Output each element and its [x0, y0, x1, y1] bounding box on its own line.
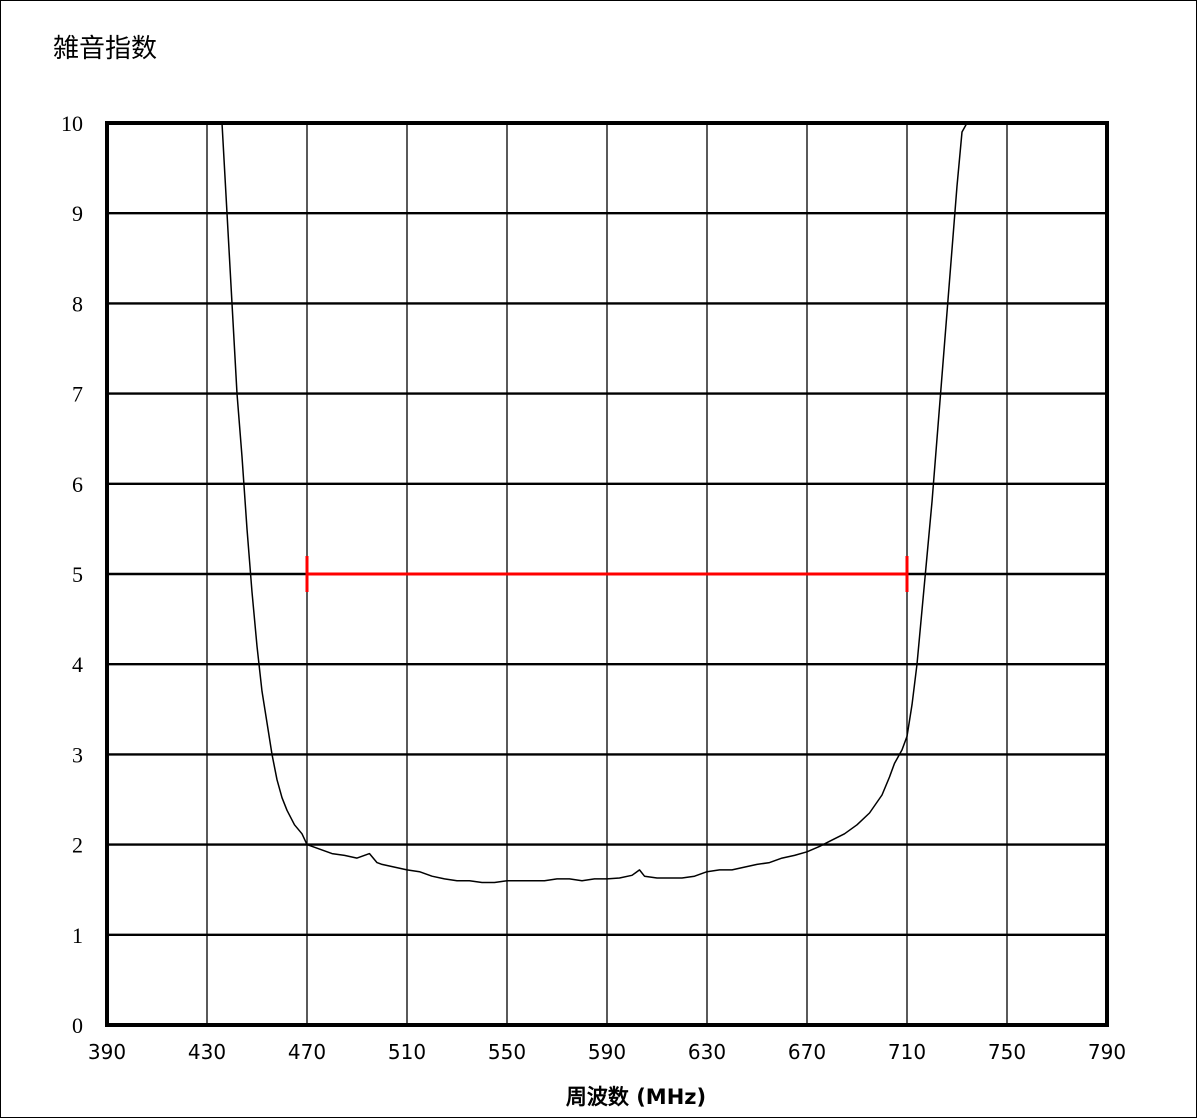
- y-tick-label-0: 0: [72, 1013, 83, 1038]
- y-tick-label-10: 10: [61, 111, 83, 136]
- x-tick-label-3: 510: [388, 1040, 426, 1064]
- x-tick-label-7: 670: [788, 1040, 826, 1064]
- x-tick-label-6: 630: [688, 1040, 726, 1064]
- x-tick-label-8: 710: [888, 1040, 926, 1064]
- y-tick-label-2: 2: [72, 833, 83, 858]
- plot-border: [105, 121, 1109, 1027]
- x-axis-label: 周波数 (MHz): [566, 1085, 706, 1109]
- chart-title: 雑音指数: [53, 34, 157, 64]
- y-tick-label-8: 8: [72, 291, 83, 316]
- x-tick-label-9: 750: [988, 1040, 1026, 1064]
- x-tick-label-2: 470: [288, 1040, 326, 1064]
- y-tick-label-3: 3: [72, 742, 83, 767]
- x-tick-label-5: 590: [588, 1040, 626, 1064]
- y-tick-label-7: 7: [72, 382, 83, 407]
- annotations: [305, 556, 909, 592]
- x-axis-ticks: 390 430 470 510 550 590 630 670 710 750 790: [88, 1040, 1126, 1064]
- y-tick-label-6: 6: [72, 472, 83, 497]
- series-line-0: [221, 122, 968, 884]
- y-axis-ticks: 0 1 2 3 4 5 6 7 8 9 10: [61, 111, 83, 1038]
- y-tick-label-5: 5: [72, 562, 83, 587]
- plot-area-border: [105, 121, 1109, 1027]
- y-tick-label-4: 4: [72, 652, 83, 677]
- x-tick-label-1: 430: [188, 1040, 226, 1064]
- series: [221, 122, 968, 884]
- x-tick-label-10: 790: [1088, 1040, 1126, 1064]
- x-tick-label-0: 390: [88, 1040, 126, 1064]
- y-tick-label-1: 1: [72, 923, 83, 948]
- x-tick-label-4: 550: [488, 1040, 526, 1064]
- y-tick-label-9: 9: [72, 201, 83, 226]
